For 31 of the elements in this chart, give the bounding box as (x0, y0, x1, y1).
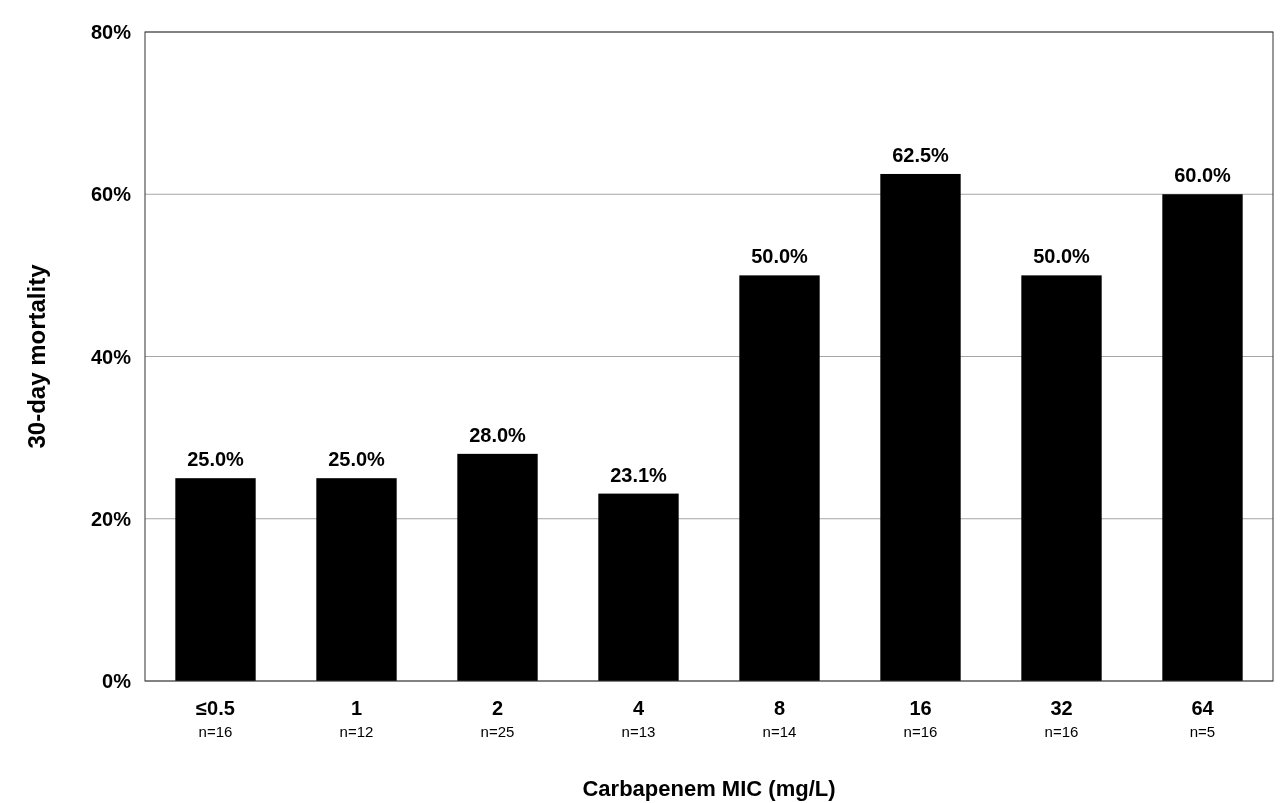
x-tick-label: 64 n=5 (1189, 697, 1216, 740)
bar (880, 173, 961, 681)
x-tick-label: 8 n=14 (762, 697, 797, 740)
data-label: 50.0% (751, 245, 809, 268)
data-label: 50.0% (1033, 245, 1091, 268)
x-tick-label: 32 n=16 (1044, 697, 1079, 740)
y-axis-title: 30-day mortality (23, 263, 50, 449)
data-label: 28.0% (469, 423, 527, 446)
data-label: 25.0% (187, 448, 245, 471)
bar (1021, 275, 1102, 681)
x-tick-label: 4 n=13 (621, 697, 656, 740)
y-tick-label: 0% (102, 670, 132, 692)
bar (1162, 194, 1243, 681)
data-label: 23.1% (610, 463, 668, 486)
y-tick-label: 20% (90, 507, 132, 530)
x-tick-label: 2 n=25 (480, 697, 515, 740)
bar (457, 453, 538, 681)
bar (175, 478, 256, 681)
bar (739, 275, 820, 681)
y-tick-label: 80% (90, 21, 132, 43)
x-tick-label: 1 n=12 (339, 697, 374, 740)
data-label: 25.0% (328, 448, 386, 471)
x-axis-title: Carbapenem MIC (mg/L) (582, 776, 836, 801)
data-label: 62.5% (892, 143, 950, 166)
data-label: 60.0% (1174, 164, 1232, 187)
x-tick-label: 16 n=16 (903, 697, 938, 740)
bar (598, 493, 679, 681)
y-tick-label: 60% (90, 183, 132, 206)
y-tick-label: 40% (90, 345, 132, 368)
bar (316, 478, 397, 681)
x-tick-label: ≤0.5 n=16 (196, 697, 235, 740)
